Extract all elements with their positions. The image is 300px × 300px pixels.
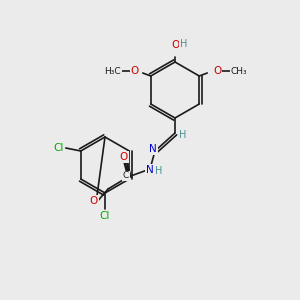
Text: H₃C: H₃C (104, 67, 121, 76)
Text: O: O (171, 40, 179, 50)
Text: O: O (130, 66, 139, 76)
Text: N: N (146, 165, 154, 175)
Text: N: N (149, 144, 157, 154)
Text: H: H (155, 166, 163, 176)
Text: H: H (180, 39, 188, 49)
Text: O: O (213, 66, 221, 76)
Text: O: O (90, 196, 98, 206)
Text: C: C (123, 172, 129, 181)
Text: H: H (179, 130, 187, 140)
Text: CH₃: CH₃ (231, 67, 247, 76)
Text: O: O (120, 152, 128, 162)
Text: Cl: Cl (100, 211, 110, 221)
Text: Cl: Cl (54, 143, 64, 153)
